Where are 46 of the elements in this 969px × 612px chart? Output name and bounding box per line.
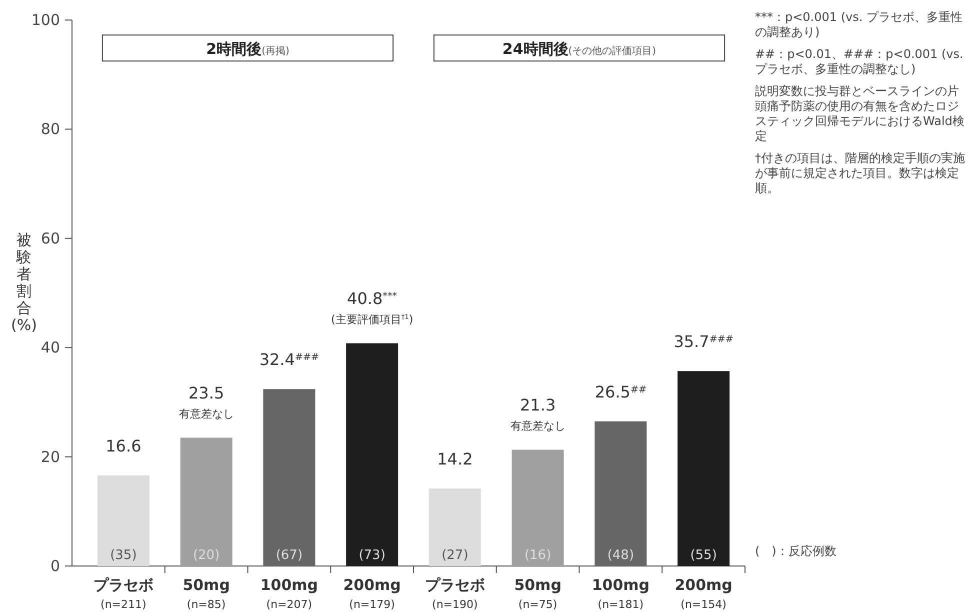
annotation: 2時間後(再掲) xyxy=(206,40,290,58)
y-tick-label: 80 xyxy=(40,120,60,138)
data-label: 32.4$^{###}$ xyxy=(259,350,320,370)
bar xyxy=(512,450,564,566)
text: 説明変数に投与群とベースラインの片頭痛予防薬の使用の有無を含めたロジスティック回帰モデルにおけるWald検定 xyxy=(755,84,965,144)
x-tick-label: 50mg (n=85) xyxy=(182,576,230,611)
bar xyxy=(180,438,232,566)
x-tick-label: 100mg (n=207) xyxy=(260,576,318,611)
x-tick-label: 100mg (n=181) xyxy=(592,576,650,611)
bar xyxy=(428,488,481,566)
annotation: (16) xyxy=(524,548,552,563)
bar xyxy=(594,421,647,566)
y-tick-label: 20 xyxy=(40,448,60,466)
data-label: 21.3 有意差なし xyxy=(510,396,566,433)
annotation: 24時間後(その他の評価項目) xyxy=(502,40,656,58)
x-tick-label: プラセボ (n=211) xyxy=(93,576,154,611)
data-label: 35.7$^{###}$ xyxy=(674,332,734,352)
annotation: (20) xyxy=(192,548,220,563)
data-label: 23.5 有意差なし xyxy=(178,384,234,421)
text: ***：p<0.001 (vs. プラセボ、多重性の調整あり) xyxy=(755,10,964,40)
x-tick-label: 200mg (n=154) xyxy=(674,576,732,611)
bar xyxy=(678,371,730,566)
annotation: (73) xyxy=(358,548,386,563)
annotation: (55) xyxy=(690,548,717,563)
data-label: 26.5$^{##}$ xyxy=(594,382,647,402)
bar xyxy=(263,389,316,566)
text: ##：p<0.01、###：p<0.001 (vs. プラセボ、多重性の調整なし) xyxy=(755,47,964,77)
x-tick-label: 200mg (n=179) xyxy=(343,576,401,611)
text: ( )：反応例数 xyxy=(755,544,838,559)
data-label: 14.2 xyxy=(437,449,473,468)
y-tick-label: 0 xyxy=(50,557,60,575)
y-tick-label: 40 xyxy=(40,338,60,357)
annotation: (27) xyxy=(442,548,468,563)
y-tick-label: 60 xyxy=(40,229,60,248)
annotation: (48) xyxy=(607,548,634,563)
data-label: 16.6 xyxy=(106,436,142,456)
bar xyxy=(97,475,150,566)
y-axis-title: 被験者割合(%) xyxy=(11,231,37,334)
y-tick-label: 100 xyxy=(31,11,60,29)
annotation: (35) xyxy=(110,548,137,563)
x-tick-label: プラセボ (n=190) xyxy=(424,576,485,611)
x-tick-label: 50mg (n=75) xyxy=(514,576,562,611)
annotation: (67) xyxy=(276,548,303,563)
text: †付きの項目は、階層的検定手順の実施が事前に規定された項目。数字は検定順。 xyxy=(755,151,965,196)
bar xyxy=(346,343,398,566)
data-label: 40.8$^{***}$ (主要評価項目$^{†1}$) xyxy=(331,289,414,326)
